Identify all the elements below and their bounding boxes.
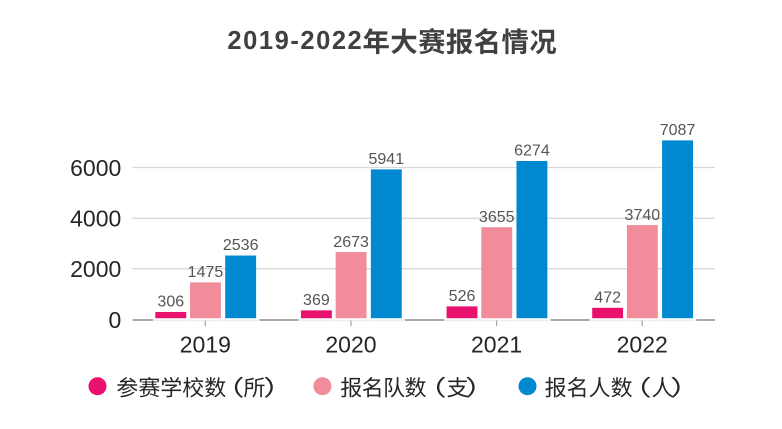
svg-text:2000: 2000 [70,256,121,282]
svg-text:2019: 2019 [180,332,231,358]
svg-text:2536: 2536 [223,237,259,254]
svg-text:7087: 7087 [660,122,696,139]
svg-text:2020: 2020 [325,332,376,358]
svg-text:306: 306 [157,294,184,311]
svg-text:3655: 3655 [479,209,515,226]
svg-text:6000: 6000 [70,155,121,181]
svg-text:6274: 6274 [514,143,550,160]
svg-text:3740: 3740 [625,207,661,224]
svg-text:369: 369 [303,292,330,309]
svg-text:5941: 5941 [369,151,405,168]
svg-text:472: 472 [594,289,621,306]
svg-text:2673: 2673 [333,234,369,251]
svg-text:526: 526 [449,288,476,305]
svg-text:0: 0 [109,307,122,333]
svg-text:2022: 2022 [617,332,668,358]
svg-text:2021: 2021 [471,332,522,358]
svg-text:4000: 4000 [70,206,121,232]
svg-text:2019-2022: 2019-2022 [227,27,363,55]
svg-text:1475: 1475 [188,264,224,281]
